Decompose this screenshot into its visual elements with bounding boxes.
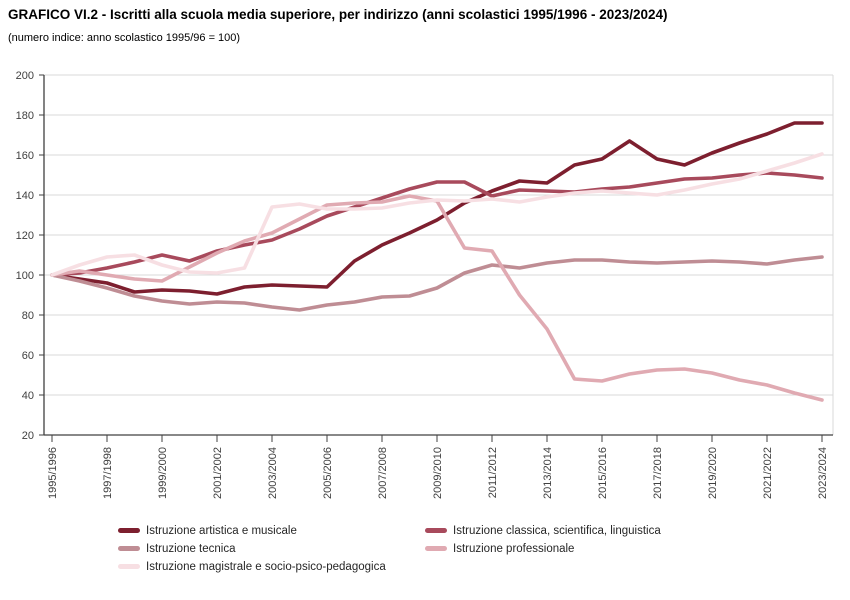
series-line-tecnica — [50, 255, 824, 312]
x-tick-label: 2009/2010 — [432, 447, 444, 499]
y-tick-label: 20 — [22, 430, 34, 442]
x-tick-label: 2013/2014 — [542, 447, 554, 499]
x-tick-label: 2017/2018 — [652, 447, 664, 499]
y-tick-label: 140 — [16, 190, 34, 202]
y-tick-label: 60 — [22, 350, 34, 362]
legend-item-classica: Istruzione classica, scientifica, lingui… — [425, 524, 661, 537]
x-tick-label: 2021/2022 — [762, 447, 774, 499]
x-tick-label: 2003/2004 — [267, 447, 279, 499]
series-line-classica — [50, 171, 824, 277]
chart-title: GRAFICO VI.2 - Iscritti alla scuola medi… — [8, 7, 668, 22]
legend-swatch-artistica — [118, 528, 140, 533]
y-tick-label: 160 — [16, 150, 34, 162]
legend-label-tecnica: Istruzione tecnica — [146, 542, 236, 555]
legend-item-magistrale: Istruzione magistrale e socio-psico-peda… — [118, 560, 425, 573]
legend-label-artistica: Istruzione artistica e musicale — [146, 524, 297, 537]
y-tick-label: 100 — [16, 270, 34, 282]
legend-item-artistica: Istruzione artistica e musicale — [118, 524, 425, 537]
legend-swatch-tecnica — [118, 546, 140, 551]
y-tick-label: 120 — [16, 230, 34, 242]
x-tick-label: 2007/2008 — [377, 447, 389, 499]
x-tick-label: 2019/2020 — [707, 447, 719, 499]
legend-swatch-classica — [425, 528, 447, 533]
legend-item-professionale: Istruzione professionale — [425, 542, 661, 555]
legend-label-classica: Istruzione classica, scientifica, lingui… — [453, 524, 661, 537]
chart-subtitle: (numero indice: anno scolastico 1995/96 … — [8, 32, 241, 44]
line-chart: 20 40 60 80 100 120 140 160 180 200 1995/1996 1997/… — [16, 70, 834, 499]
x-tick-label: 1995/1996 — [47, 447, 59, 499]
y-tick-label: 80 — [22, 310, 34, 322]
y-tick-label: 40 — [22, 390, 34, 402]
x-tick-label: 2005/2006 — [322, 447, 334, 499]
legend-swatch-professionale — [425, 546, 447, 551]
x-tick-label: 2001/2002 — [212, 447, 224, 499]
legend-item-tecnica: Istruzione tecnica — [118, 542, 425, 555]
x-tick-label: 2011/2012 — [487, 447, 499, 498]
legend-label-professionale: Istruzione professionale — [453, 542, 575, 555]
legend-swatch-magistrale — [118, 564, 140, 569]
legend-label-magistrale: Istruzione magistrale e socio-psico-peda… — [146, 560, 386, 573]
x-tick-label: 2023/2024 — [817, 447, 829, 499]
chart-legend: Istruzione artistica e musicale Istruzion… — [118, 524, 661, 573]
y-tick-label: 200 — [16, 70, 34, 82]
x-tick-label: 1999/2000 — [157, 447, 169, 499]
series-line-artistica — [50, 121, 824, 296]
series-line-magistrale — [50, 152, 824, 277]
x-tick-label: 1997/1998 — [102, 447, 114, 499]
x-tick-label: 2015/2016 — [597, 447, 609, 499]
series-line-professionale — [50, 194, 824, 402]
y-tick-label: 180 — [16, 110, 34, 122]
